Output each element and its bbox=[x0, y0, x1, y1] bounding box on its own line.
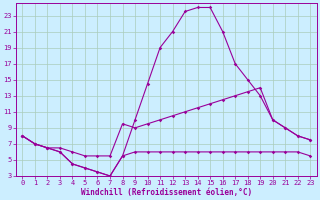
X-axis label: Windchill (Refroidissement éolien,°C): Windchill (Refroidissement éolien,°C) bbox=[81, 188, 252, 197]
